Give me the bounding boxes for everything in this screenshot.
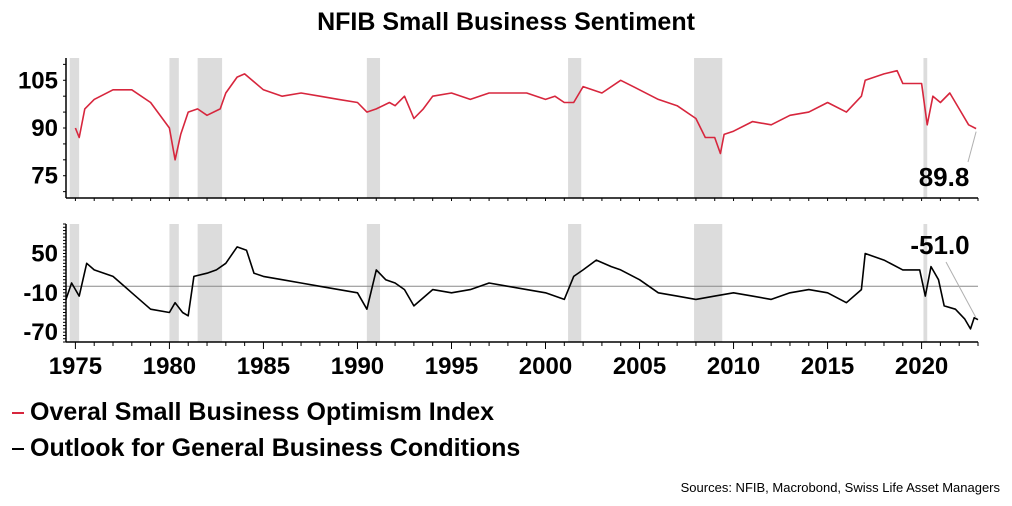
annotation-label-optimism: 89.8 xyxy=(919,162,970,192)
series-line-optimism xyxy=(74,69,977,161)
x-tick-label: 1985 xyxy=(237,353,290,380)
x-tick-label: 1975 xyxy=(49,353,102,380)
legend-label-outlook: Outlook for General Business Conditions xyxy=(30,434,521,462)
recession-band-optimism-5 xyxy=(694,58,723,198)
recession-band-optimism-6 xyxy=(923,58,928,198)
recession-band-outlook-4 xyxy=(568,224,582,342)
legend-swatch-optimism xyxy=(12,412,24,415)
y-tick-label-optimism: 75 xyxy=(31,163,58,190)
source-note: Sources: NFIB, Macrobond, Swiss Life Ass… xyxy=(680,480,1000,495)
recession-band-optimism-0 xyxy=(69,58,80,198)
chart-canvas: 105 90 75 89.8 50 -10 -70 -51.0 1975 1980 1985 1990… xyxy=(18,58,979,380)
recession-band-outlook-2 xyxy=(197,224,223,342)
y-tick-label-optimism: 90 xyxy=(31,115,58,142)
recession-band-outlook-6 xyxy=(923,224,928,342)
legend-label-optimism: Overal Small Business Optimism Index xyxy=(30,398,495,426)
recession-band-outlook-0 xyxy=(69,224,80,342)
y-tick-label-optimism: 105 xyxy=(18,67,58,94)
recession-band-optimism-2 xyxy=(197,58,223,198)
x-tick-label: 1990 xyxy=(331,353,384,380)
y-tick-label-outlook: 50 xyxy=(31,241,58,268)
x-tick-label: 2010 xyxy=(707,353,760,380)
x-tick-label: 1980 xyxy=(143,353,196,380)
x-tick-label: 2005 xyxy=(613,353,666,380)
recession-band-optimism-1 xyxy=(169,58,179,198)
chart-title: NFIB Small Business Sentiment xyxy=(317,8,695,36)
legend-swatch-outlook xyxy=(12,448,24,451)
y-tick-label-outlook: -70 xyxy=(23,319,58,346)
series-line-outlook xyxy=(65,246,979,330)
y-tick-label-outlook: -10 xyxy=(23,280,58,307)
legend-item-optimism: Overal Small Business Optimism Index xyxy=(12,398,494,427)
recession-band-optimism-4 xyxy=(568,58,582,198)
recession-band-outlook-1 xyxy=(169,224,179,342)
annotation-label-outlook: -51.0 xyxy=(910,230,969,260)
x-tick-label: 2020 xyxy=(895,353,948,380)
annotation-leader-outlook xyxy=(945,261,977,318)
x-tick-label: 1995 xyxy=(425,353,478,380)
recession-band-optimism-3 xyxy=(366,58,381,198)
x-tick-label: 2000 xyxy=(519,353,572,380)
recession-band-outlook-5 xyxy=(694,224,723,342)
legend-item-outlook: Outlook for General Business Conditions xyxy=(12,434,520,463)
annotation-leader-optimism xyxy=(967,131,977,163)
x-tick-label: 2015 xyxy=(801,353,854,380)
